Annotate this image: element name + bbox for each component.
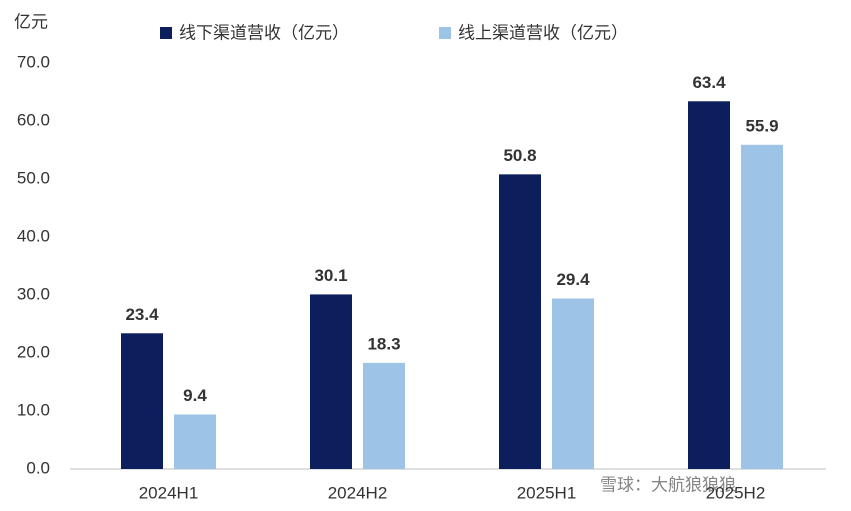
value-label: 55.9 bbox=[745, 116, 778, 135]
y-tick-label: 70.0 bbox=[17, 52, 50, 71]
legend-label: 线上渠道营收（亿元） bbox=[458, 23, 628, 42]
y-tick-label: 0.0 bbox=[26, 458, 50, 477]
legend-label: 线下渠道营收（亿元） bbox=[179, 23, 349, 42]
value-label: 18.3 bbox=[367, 334, 400, 353]
x-tick-label: 2025H2 bbox=[706, 483, 766, 502]
watermark: 雪球：大航狼狼狼 bbox=[600, 475, 736, 494]
value-label: 50.8 bbox=[503, 146, 536, 165]
x-tick-label: 2024H2 bbox=[328, 483, 388, 502]
y-tick-label: 60.0 bbox=[17, 110, 50, 129]
bar bbox=[363, 362, 405, 469]
y-tick-label: 20.0 bbox=[17, 342, 50, 361]
value-label: 30.1 bbox=[314, 266, 347, 285]
legend-swatch bbox=[160, 27, 172, 39]
y-tick-label: 50.0 bbox=[17, 168, 50, 187]
y-unit: 亿元 bbox=[14, 12, 48, 31]
value-label: 29.4 bbox=[556, 270, 590, 289]
bar bbox=[499, 174, 541, 470]
value-label: 63.4 bbox=[692, 73, 726, 92]
x-tick-label: 2025H1 bbox=[517, 483, 577, 502]
bar bbox=[174, 414, 216, 469]
bar bbox=[741, 144, 783, 469]
bar bbox=[310, 294, 352, 469]
value-label: 9.4 bbox=[183, 386, 207, 405]
y-tick-label: 10.0 bbox=[17, 400, 50, 419]
bar bbox=[552, 298, 594, 469]
y-tick-label: 40.0 bbox=[17, 226, 50, 245]
value-label: 23.4 bbox=[125, 305, 159, 324]
bar bbox=[688, 101, 730, 469]
legend-swatch bbox=[439, 27, 451, 39]
y-tick-label: 30.0 bbox=[17, 284, 50, 303]
x-tick-label: 2024H1 bbox=[139, 483, 199, 502]
bar bbox=[121, 333, 163, 469]
